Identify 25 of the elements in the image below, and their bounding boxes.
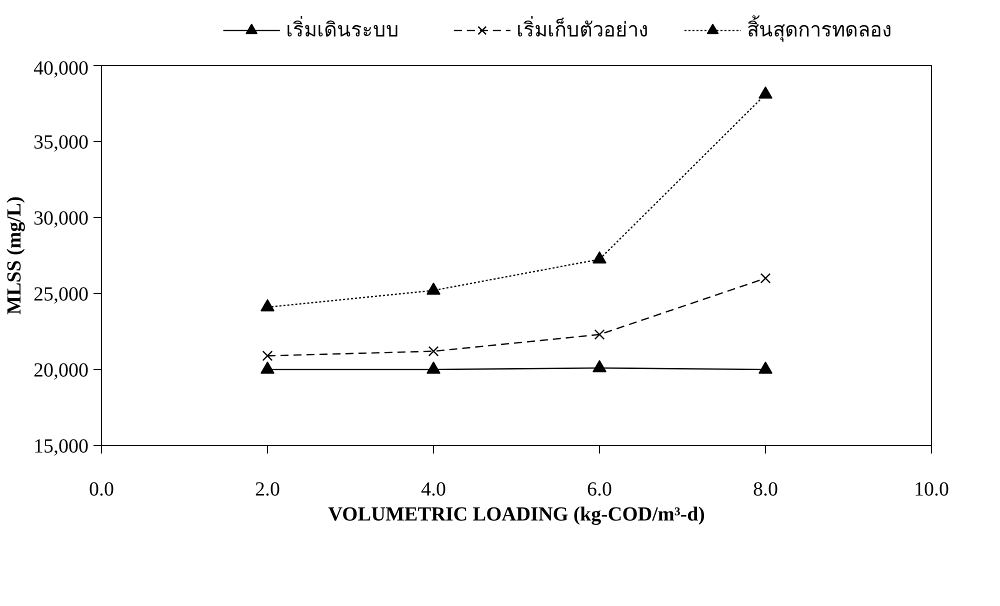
point xyxy=(758,361,772,374)
point xyxy=(426,282,440,295)
y-tick-label: 35,000 xyxy=(34,132,88,154)
legend-label: เริ่มเก็บตัวอย่าง xyxy=(516,16,649,42)
x-tick-label: 10.0 xyxy=(914,478,949,500)
y-tick-label: 30,000 xyxy=(34,208,88,230)
x-tick-label: 6.0 xyxy=(587,478,612,500)
point xyxy=(592,251,606,264)
y-tick-label: 20,000 xyxy=(34,360,88,382)
x-tick-label: 8.0 xyxy=(753,478,778,500)
point xyxy=(260,299,274,312)
point xyxy=(592,360,606,372)
y-axis-title: MLSS (mg/L) xyxy=(4,196,26,315)
point xyxy=(758,86,772,99)
y-tick-label: 40,000 xyxy=(34,58,88,80)
y-tick-label: 15,000 xyxy=(34,436,88,458)
legend-label: เริ่มเดินระบบ xyxy=(286,16,399,42)
y-tick-label: 25,000 xyxy=(34,284,88,306)
point xyxy=(260,361,274,374)
x-axis-title: VOLUMETRIC LOADING (kg-COD/m³-d) xyxy=(328,504,705,526)
x-tick-label: 2.0 xyxy=(255,478,280,500)
point xyxy=(426,361,440,374)
x-tick-label: 0.0 xyxy=(89,478,114,500)
legend-label: สิ้นสุดการทดลอง xyxy=(747,16,892,42)
x-tick-label: 4.0 xyxy=(421,478,446,500)
